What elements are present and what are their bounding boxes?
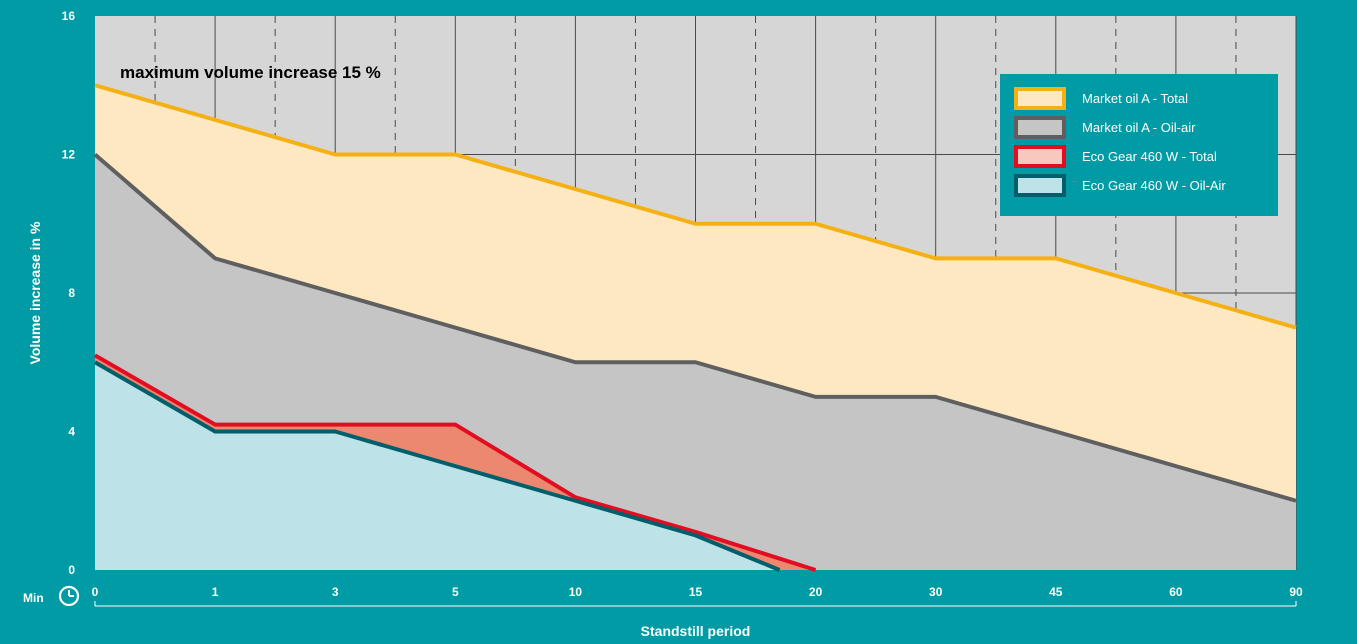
y-tick-labels: 0 4 8 12 16 xyxy=(62,9,76,577)
x-tick-label: 30 xyxy=(929,585,943,599)
x-tick-label: 0 xyxy=(92,585,99,599)
x-tick-labels: 0 1 3 5 10 15 20 30 45 60 90 xyxy=(92,585,1303,599)
x-unit-label: Min xyxy=(23,591,44,605)
series-line-2 xyxy=(94,353,817,572)
clock-icon xyxy=(58,585,80,607)
legend-label: Market oil A - Oil-air xyxy=(1082,120,1196,135)
legend-swatch xyxy=(1014,174,1066,197)
x-tick-label: 20 xyxy=(809,585,823,599)
x-tick-label: 15 xyxy=(689,585,703,599)
series-line-1 xyxy=(93,152,1297,503)
y-tick-label: 8 xyxy=(68,286,75,300)
x-tick-label: 90 xyxy=(1289,585,1303,599)
series-lines xyxy=(93,83,1297,572)
legend-swatch xyxy=(1014,116,1066,139)
x-tick-label: 3 xyxy=(332,585,339,599)
y-axis-label: Volume increase in % xyxy=(27,221,43,364)
y-tick-label: 16 xyxy=(62,9,76,23)
series-line-3 xyxy=(94,360,781,572)
legend-swatch xyxy=(1014,145,1066,168)
series-area-3 xyxy=(95,362,780,570)
y-tick-label: 4 xyxy=(68,425,75,439)
x-axis-label: Standstill period xyxy=(641,623,751,639)
legend-label: Eco Gear 460 W - Total xyxy=(1082,149,1217,164)
max-volume-annotation: maximum volume increase 15 % xyxy=(120,63,381,82)
legend: Market oil A - Total Market oil A - Oil-a… xyxy=(1000,74,1278,216)
series-line-0 xyxy=(94,83,1297,330)
x-tick-label: 5 xyxy=(452,585,459,599)
legend-label: Market oil A - Total xyxy=(1082,91,1188,106)
x-tick-label: 1 xyxy=(212,585,219,599)
legend-swatch xyxy=(1014,87,1066,110)
legend-label: Eco Gear 460 W - Oil-Air xyxy=(1082,178,1226,193)
x-tick-label: 10 xyxy=(569,585,583,599)
x-tick-label: 45 xyxy=(1049,585,1063,599)
y-tick-label: 0 xyxy=(68,563,75,577)
y-tick-label: 12 xyxy=(62,148,76,162)
x-tick-label: 60 xyxy=(1169,585,1183,599)
x-axis-bracket xyxy=(94,601,1297,607)
